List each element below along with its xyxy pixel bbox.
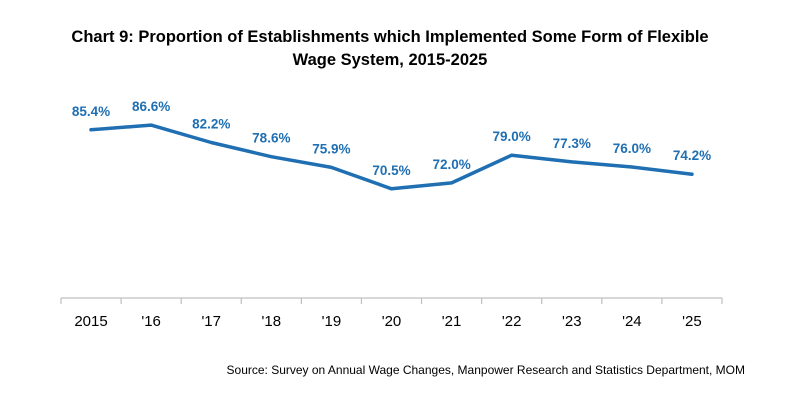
x-tick-label: '20 (382, 313, 402, 330)
data-point (390, 187, 393, 191)
x-tick-label: '18 (262, 313, 282, 330)
data-label: 75.9% (312, 141, 350, 156)
x-tick-label: '17 (201, 313, 221, 330)
chart-title-line-1: Chart 9: Proportion of Establishments wh… (71, 28, 709, 46)
data-point (329, 165, 333, 169)
data-label: 85.4% (72, 104, 110, 119)
x-tick-label: 2015 (74, 313, 107, 330)
data-point (89, 128, 93, 132)
chart-title-line-2: Wage System, 2015-2025 (292, 51, 488, 69)
data-label: 77.3% (553, 136, 591, 151)
x-tick-label: '16 (141, 313, 161, 330)
chart-title: Chart 9: Proportion of Establishments wh… (0, 26, 780, 72)
data-point (570, 160, 574, 164)
data-label: 76.0% (613, 141, 651, 156)
data-label: 74.2% (673, 148, 711, 163)
x-tick-label: '21 (442, 313, 462, 330)
x-tick-label: '24 (622, 313, 642, 330)
data-label: 82.2% (192, 116, 230, 131)
data-point (510, 153, 514, 157)
data-point (149, 123, 153, 127)
x-tick-label: '25 (682, 313, 702, 330)
x-tick-label: '23 (562, 313, 582, 330)
data-label: 72.0% (432, 157, 470, 172)
series-line (89, 123, 694, 191)
data-point (269, 155, 273, 159)
data-point (690, 172, 694, 176)
x-tick-label: '22 (502, 313, 522, 330)
data-label: 70.5% (372, 163, 410, 178)
data-label: 78.6% (252, 131, 290, 146)
x-tick-label: '19 (322, 313, 342, 330)
data-label: 79.0% (493, 129, 531, 144)
data-point (450, 181, 454, 185)
data-label: 86.6% (132, 99, 170, 114)
source-note: Source: Survey on Annual Wage Changes, M… (226, 363, 745, 377)
data-point (630, 165, 634, 169)
data-point (209, 140, 213, 144)
